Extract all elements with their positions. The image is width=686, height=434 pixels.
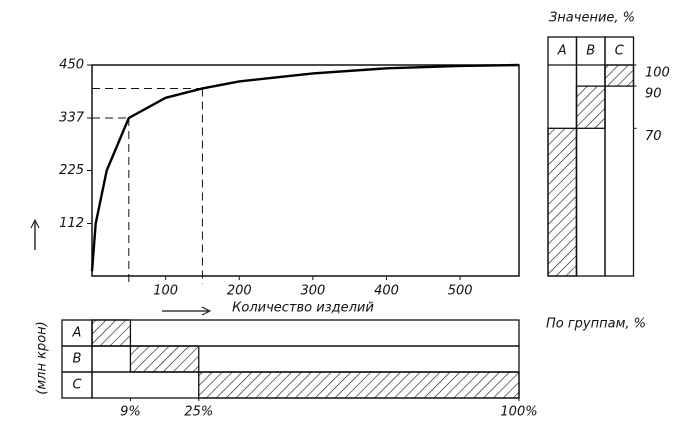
y-tick-label: 337 bbox=[59, 110, 85, 125]
column-label: B bbox=[586, 44, 595, 59]
row-frame bbox=[91, 319, 520, 347]
side-title: Значение, % bbox=[549, 11, 635, 26]
x-tick-label: 200 bbox=[227, 284, 252, 299]
x-tick-label: 400 bbox=[374, 284, 399, 299]
x-tick-label: 25% bbox=[184, 405, 213, 420]
column-frame bbox=[604, 36, 635, 277]
segment bbox=[604, 64, 635, 87]
plot-frame bbox=[91, 64, 520, 277]
x-tick-label: 300 bbox=[300, 284, 325, 299]
y-tick-label: 225 bbox=[59, 163, 84, 178]
segment bbox=[547, 127, 578, 277]
segment bbox=[91, 319, 132, 347]
segment bbox=[575, 85, 606, 129]
x-axis-label: Количество изделий bbox=[232, 301, 374, 316]
x-tick-label: 100% bbox=[500, 405, 537, 420]
row-label: A bbox=[72, 326, 82, 341]
segment bbox=[129, 345, 200, 373]
segment bbox=[198, 371, 520, 399]
column-frame bbox=[575, 36, 606, 277]
y-tick-label: 100 bbox=[645, 66, 670, 81]
y-tick-label: 70 bbox=[645, 129, 662, 144]
y-tick-label: 90 bbox=[645, 87, 662, 102]
y-tick-label: 112 bbox=[59, 216, 84, 231]
x-tick-label: 9% bbox=[120, 405, 141, 420]
bottom-title: По группам, % bbox=[546, 317, 646, 332]
x-tick-label: 500 bbox=[448, 284, 473, 299]
column-label: C bbox=[615, 44, 625, 59]
row-label: B bbox=[73, 352, 82, 367]
x-arrow-head bbox=[201, 306, 212, 316]
y-tick-label: 450 bbox=[59, 58, 84, 73]
x-tick-label: 100 bbox=[153, 284, 178, 299]
curve bbox=[90, 63, 520, 272]
row-label: C bbox=[72, 378, 82, 393]
y-axis-label: (млн крон) bbox=[35, 321, 50, 394]
y-arrow-head bbox=[30, 218, 40, 229]
column-label: A bbox=[557, 44, 567, 59]
